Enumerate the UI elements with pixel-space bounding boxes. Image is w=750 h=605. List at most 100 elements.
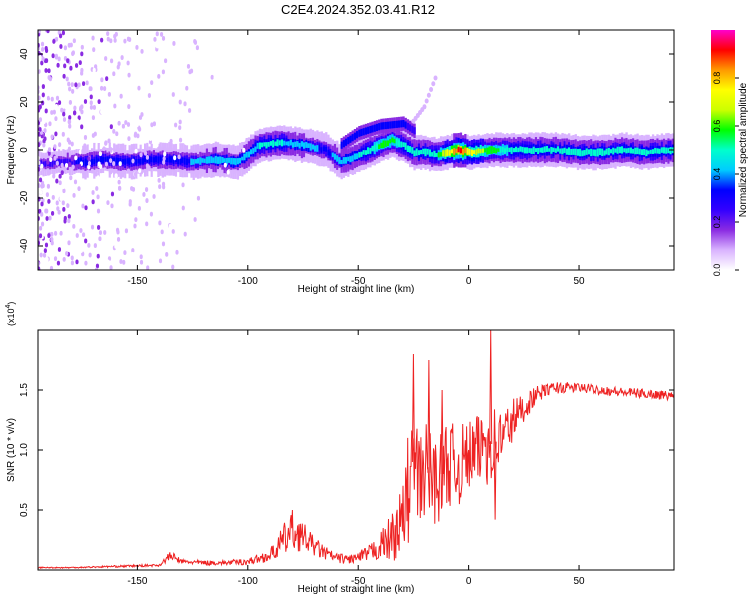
heatmap-speckle: [195, 45, 199, 51]
heatmap-speckle: [224, 208, 228, 214]
heatmap-speckle: [168, 223, 172, 229]
heatmap-cell: [431, 152, 434, 157]
heatmap-speckle: [125, 49, 130, 55]
heatmap-speckle: [43, 58, 48, 64]
heatmap-speckle: [47, 147, 52, 153]
heatmap-cell: [291, 142, 295, 148]
heatmap-cell: [232, 158, 235, 165]
heatmap-cell: [338, 157, 341, 164]
heatmap-speckle: [171, 264, 175, 270]
heatmap-cell: [269, 141, 273, 146]
heatmap-speckle: [99, 164, 103, 169]
x-tick-label: -50: [351, 576, 366, 587]
heatmap-speckle: [95, 263, 100, 269]
colorbar-scale: [711, 30, 735, 270]
heatmap-speckle: [60, 107, 64, 113]
heatmap-cell: [371, 125, 374, 133]
heatmap-cell: [285, 141, 288, 146]
heatmap-speckle: [178, 125, 182, 131]
heatmap-speckle: [120, 225, 125, 230]
heatmap-speckle: [87, 156, 91, 162]
heatmap-cell: [148, 156, 151, 164]
heatmap-speckle: [98, 236, 102, 242]
heatmap-cell: [517, 147, 520, 153]
snr-y-multiplier-base: (x10: [6, 308, 16, 326]
heatmap-cell: [77, 158, 81, 165]
heatmap-speckle: [68, 123, 72, 129]
heatmap-cell: [364, 150, 368, 155]
heatmap-speckle: [124, 68, 128, 74]
heatmap-cell: [386, 121, 390, 129]
heatmap-cell: [168, 156, 171, 163]
heatmap-speckle: [88, 54, 92, 60]
heatmap-cell: [219, 156, 222, 164]
heatmap-speckle: [239, 210, 243, 216]
heatmap-speckle: [131, 248, 135, 253]
heatmap-speckle: [219, 233, 223, 238]
heatmap-speckle: [171, 92, 175, 97]
heatmap-speckle: [59, 230, 63, 236]
heatmap-cell: [406, 145, 410, 152]
heatmap-cell: [141, 158, 145, 164]
heatmap-speckle: [147, 93, 152, 98]
x-tick-label: -100: [238, 576, 258, 587]
heatmap-speckle: [173, 155, 177, 161]
snr-plot-area: [38, 330, 674, 570]
heatmap-speckle: [242, 147, 246, 153]
heatmap-speckle: [143, 127, 147, 133]
heatmap-cell: [305, 141, 308, 148]
heatmap-speckle: [190, 131, 194, 137]
heatmap-speckle: [46, 95, 51, 101]
heatmap-speckle: [44, 152, 49, 158]
heatmap-speckle: [165, 251, 169, 257]
heatmap-cell: [307, 143, 310, 148]
heatmap-speckle: [56, 228, 60, 234]
heatmap-speckle: [129, 193, 134, 199]
heatmap-speckle: [59, 44, 63, 49]
heatmap-cell: [539, 147, 542, 153]
heatmap-speckle: [104, 161, 109, 167]
heatmap-cell: [556, 146, 560, 152]
heatmap-speckle: [63, 63, 67, 69]
heatmap-speckle: [143, 263, 147, 269]
heatmap-speckle: [68, 115, 72, 120]
heatmap-speckle: [162, 156, 166, 162]
heatmap-cell: [473, 150, 476, 154]
heatmap-speckle: [97, 225, 101, 230]
heatmap-speckle: [208, 101, 212, 107]
heatmap-cell: [561, 148, 564, 155]
heatmap-speckle: [162, 102, 167, 107]
heatmap-cell: [68, 159, 72, 164]
heatmap-speckle: [40, 163, 44, 169]
colorbar-tick-label: 0.0: [712, 264, 722, 277]
heatmap-speckle: [57, 113, 61, 119]
heatmap-speckle: [171, 233, 175, 239]
heatmap-cell: [263, 142, 266, 147]
heatmap-cell: [413, 127, 416, 135]
heatmap-cell: [466, 147, 469, 155]
heatmap-cell: [170, 156, 173, 163]
heatmap-cell: [543, 146, 547, 153]
snr-panel: -150 -100 -50 0 50 0.5 1.0 1.5 Height of strai…: [5, 302, 675, 595]
heatmap-speckle: [139, 254, 143, 260]
heatmap-speckle: [189, 80, 193, 86]
heatmap-speckle: [45, 216, 49, 221]
heatmap-speckle: [83, 30, 87, 35]
heatmap-cell: [581, 150, 584, 157]
heatmap-cell: [344, 157, 348, 164]
heatmap-speckle: [163, 151, 167, 157]
spectrogram-heatmap: [38, 30, 674, 270]
heatmap-cell: [512, 148, 516, 153]
heatmap-cell: [117, 158, 120, 165]
heatmap-cell: [623, 148, 626, 153]
heatmap-cell: [404, 142, 407, 150]
heatmap-cell: [311, 144, 315, 150]
heatmap-speckle: [202, 264, 206, 270]
heatmap-speckle: [130, 215, 134, 221]
heatmap-speckle: [68, 162, 72, 167]
heatmap-speckle: [67, 218, 71, 224]
heatmap-speckle: [53, 144, 57, 150]
heatmap-cell: [82, 160, 85, 166]
x-tick-label: 50: [573, 576, 585, 587]
heatmap-cell: [375, 123, 379, 132]
